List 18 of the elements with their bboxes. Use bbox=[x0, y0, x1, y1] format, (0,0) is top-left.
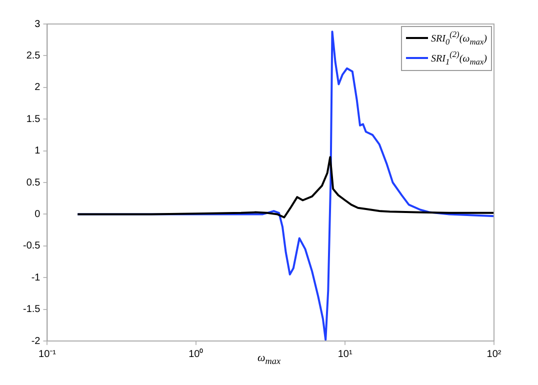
y-tick-label: 1.5 bbox=[26, 114, 41, 125]
x-tick-label: 10⁰ bbox=[188, 348, 204, 360]
y-tick-label: 2.5 bbox=[26, 50, 41, 62]
x-tick-label: 10² bbox=[486, 348, 502, 360]
legend-label: SRI$_{0}$$^{(2)}$(ω$_{max}$) bbox=[431, 29, 487, 48]
y-tick-label: 1 bbox=[34, 146, 41, 157]
x-tick-label: 10¹ bbox=[338, 348, 353, 360]
y-tick-label: 2 bbox=[34, 82, 41, 94]
y-tick-label: -1 bbox=[31, 272, 41, 284]
y-tick-label: -0.5 bbox=[22, 240, 41, 252]
y-tick-label: 0 bbox=[34, 208, 41, 220]
legend-label: SRI$_{1}$$^{(2)}$(ω$_{max}$) bbox=[431, 49, 487, 69]
y-tick-label: -1.5 bbox=[22, 304, 41, 316]
y-tick-label: -2 bbox=[31, 336, 41, 347]
y-tick-label: 0.5 bbox=[26, 177, 41, 188]
x-tick-label: 10⁻¹ bbox=[38, 348, 57, 360]
x-axis-title: ω$_{max}$ bbox=[257, 352, 281, 366]
y-tick-label: 3 bbox=[34, 18, 41, 30]
